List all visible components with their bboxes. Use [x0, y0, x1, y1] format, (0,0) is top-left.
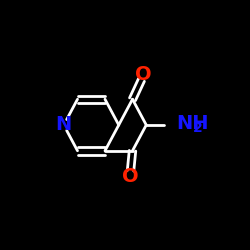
Text: NH: NH [176, 114, 209, 133]
Text: N: N [56, 116, 72, 134]
Text: 2: 2 [192, 121, 202, 135]
Text: O: O [122, 167, 138, 186]
Text: O: O [136, 66, 152, 84]
